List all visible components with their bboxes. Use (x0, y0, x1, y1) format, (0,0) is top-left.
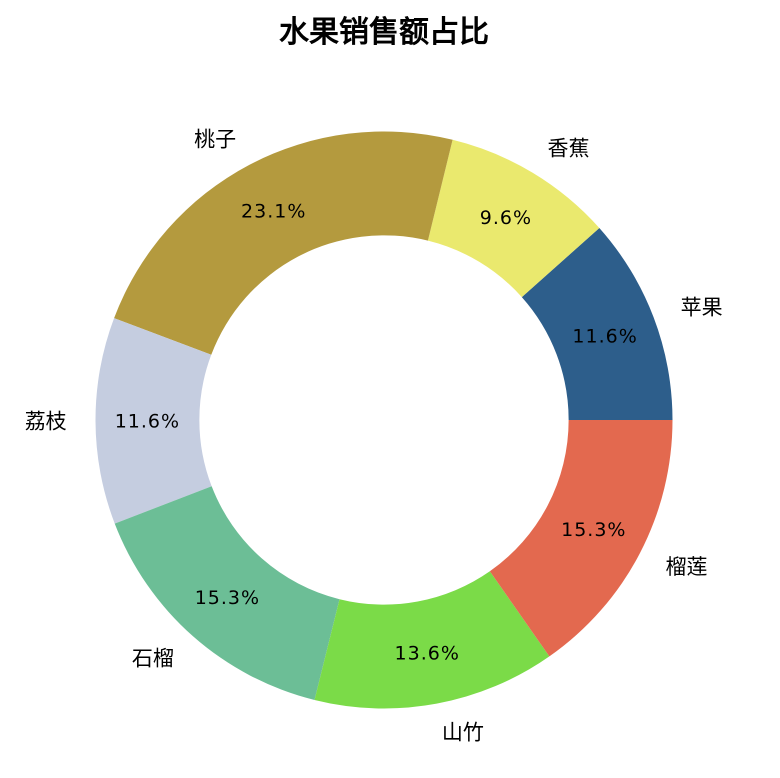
pie-segment-4 (95, 318, 212, 524)
segment-pct-label: 23.1% (241, 200, 306, 222)
segment-name-label: 苹果 (681, 295, 723, 319)
donut-percent-labels: 11.6% 9.6% 23.1% 11.6% 15.3% 13.6% 15.3% (115, 200, 637, 664)
segment-pct-label: 11.6% (572, 325, 637, 347)
pie-segment-5 (114, 486, 340, 701)
pie-segment-6 (314, 571, 550, 709)
segment-pct-label: 15.3% (195, 587, 260, 609)
segment-name-label: 荔枝 (25, 409, 67, 433)
segment-name-label: 山竹 (442, 720, 484, 744)
donut-wedges (95, 131, 673, 709)
pie-segment-7 (489, 420, 673, 657)
pie-segment-3 (114, 131, 453, 355)
segment-name-label: 石榴 (132, 646, 174, 670)
segment-name-label: 桃子 (194, 128, 236, 152)
segment-pct-label: 13.6% (395, 642, 460, 664)
segment-pct-label: 9.6% (480, 207, 532, 229)
chart-title: 水果销售额占比 (279, 15, 489, 50)
segment-pct-label: 15.3% (561, 519, 626, 541)
pie-segment-1 (521, 228, 673, 420)
segment-name-label: 香蕉 (548, 136, 590, 160)
segment-name-label: 榴莲 (666, 555, 708, 579)
segment-pct-label: 11.6% (115, 410, 180, 432)
pie-segment-2 (427, 139, 600, 298)
